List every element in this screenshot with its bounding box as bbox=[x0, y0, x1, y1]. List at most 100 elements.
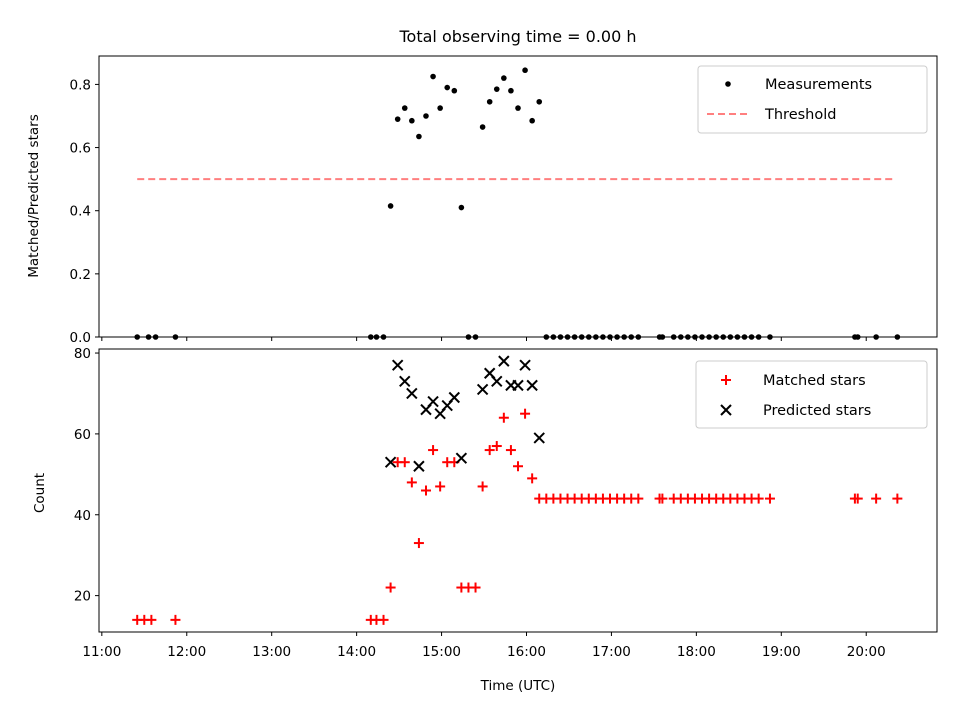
measurement-point bbox=[444, 84, 451, 91]
predicted-star-marker bbox=[384, 456, 397, 468]
predicted-star-marker bbox=[498, 355, 510, 367]
legend-label: Measurements bbox=[765, 77, 872, 93]
matched-star-marker bbox=[721, 375, 731, 385]
top-panel: Total observing time = 0.00 h Matched/Pr… bbox=[26, 27, 938, 346]
matched-star-marker bbox=[491, 441, 502, 452]
measurement-point bbox=[522, 67, 528, 74]
matched-star-marker bbox=[764, 493, 775, 504]
predicted-star-marker bbox=[512, 379, 524, 392]
marker-stroke bbox=[519, 359, 531, 371]
y-tick-label: 60 bbox=[74, 427, 91, 443]
measurement-point bbox=[387, 203, 394, 209]
x-tick-label: 16:00 bbox=[507, 644, 546, 660]
x-axis-label: Time (UTC) bbox=[480, 678, 556, 694]
x-tick-label: 14:00 bbox=[337, 644, 376, 660]
measurement-point bbox=[451, 87, 458, 94]
marker-stroke bbox=[526, 379, 538, 392]
plot-area bbox=[132, 355, 903, 625]
measurement-point bbox=[515, 105, 521, 111]
x-tick-label: 20:00 bbox=[847, 644, 886, 660]
y-tick-label: 80 bbox=[74, 346, 91, 362]
y-ticks: 0.0 0.2 0.4 0.6 0.8 bbox=[70, 77, 867, 346]
measurement-point bbox=[493, 86, 500, 92]
matched-star-marker bbox=[633, 493, 644, 504]
marker-stroke bbox=[491, 375, 503, 388]
x-tick-label: 19:00 bbox=[762, 644, 801, 660]
measurement-point bbox=[409, 117, 415, 124]
matched-star-marker bbox=[420, 485, 431, 496]
x-tick-label: 13:00 bbox=[252, 644, 291, 660]
measurement-point bbox=[416, 133, 422, 140]
measurement-point bbox=[401, 105, 408, 111]
marker-stroke bbox=[406, 387, 418, 400]
matched-star-marker bbox=[385, 582, 396, 593]
measurement-point bbox=[479, 124, 486, 130]
predicted-star-marker bbox=[391, 359, 404, 371]
measurement-point bbox=[430, 73, 436, 80]
matched-star-marker bbox=[520, 408, 531, 419]
legend: Matched stars Predicted stars bbox=[695, 360, 928, 429]
x-tick-label: 11:00 bbox=[82, 644, 121, 660]
legend: Measurements Threshold bbox=[697, 65, 928, 134]
marker-stroke bbox=[399, 375, 411, 388]
matched-star-marker bbox=[413, 538, 424, 549]
predicted-star-marker bbox=[448, 391, 461, 404]
y-tick-label: 0.2 bbox=[70, 267, 91, 283]
matched-star-marker bbox=[146, 614, 157, 625]
marker-stroke bbox=[483, 367, 496, 379]
matched-star-marker bbox=[484, 445, 495, 456]
measurement-point bbox=[529, 117, 535, 124]
predicted-star-marker bbox=[720, 404, 732, 416]
predicted-star-marker bbox=[455, 452, 468, 464]
marker-stroke bbox=[384, 456, 397, 468]
matched-star-marker bbox=[527, 473, 538, 484]
predicted-star-marker bbox=[406, 387, 418, 400]
marker-stroke bbox=[413, 460, 425, 472]
marker-stroke bbox=[720, 404, 732, 416]
measurement-point bbox=[508, 87, 514, 94]
axes-frame bbox=[98, 55, 938, 338]
measurement-point bbox=[394, 116, 401, 122]
matched-star-marker bbox=[428, 445, 439, 456]
bottom-panel: Count Time (UTC) 20 40 60 80 11:00 12:00 13:00… bbox=[32, 346, 938, 694]
x-tick-label: 12:00 bbox=[167, 644, 206, 660]
marker-stroke bbox=[391, 359, 404, 371]
predicted-star-marker bbox=[476, 383, 489, 396]
matched-star-marker bbox=[477, 481, 488, 492]
matched-star-marker bbox=[513, 461, 523, 472]
measurement-point bbox=[486, 98, 493, 105]
marker-stroke bbox=[455, 452, 468, 464]
predicted-star-marker bbox=[526, 379, 538, 392]
legend-label: Matched stars bbox=[763, 373, 866, 389]
y-axis-label: Count bbox=[32, 473, 48, 513]
marker-stroke bbox=[512, 379, 524, 392]
matched-star-marker bbox=[399, 457, 410, 468]
y-tick-label: 0.8 bbox=[70, 77, 91, 93]
marker-stroke bbox=[427, 395, 439, 408]
predicted-star-marker bbox=[491, 375, 503, 388]
legend-label: Threshold bbox=[764, 107, 836, 123]
matched-star-marker bbox=[657, 493, 668, 504]
matched-star-marker bbox=[470, 582, 481, 593]
y-tick-label: 0.0 bbox=[70, 330, 91, 346]
matched-star-marker bbox=[753, 493, 764, 504]
measurement-point bbox=[458, 204, 465, 211]
chart-title: Total observing time = 0.00 h bbox=[398, 27, 636, 46]
axis-ticks: 20 40 60 80 11:00 12:00 13:00 14:00 15:00 16:00 17… bbox=[74, 346, 886, 660]
predicted-star-marker bbox=[413, 460, 425, 472]
measurement-point bbox=[536, 98, 543, 105]
legend-measurement-swatch bbox=[725, 81, 731, 87]
marker-stroke bbox=[476, 383, 489, 396]
legend-frame bbox=[695, 360, 928, 429]
legend-label: Predicted stars bbox=[763, 403, 871, 419]
y-tick-label: 0.4 bbox=[70, 204, 91, 220]
predicted-star-marker bbox=[427, 395, 439, 408]
matched-star-marker bbox=[170, 614, 181, 625]
y-tick-label: 40 bbox=[74, 508, 91, 524]
x-tick-label: 18:00 bbox=[677, 644, 716, 660]
measurement-point bbox=[437, 105, 443, 111]
predicted-star-marker bbox=[533, 432, 545, 444]
matched-star-marker bbox=[505, 445, 516, 456]
axes-frame bbox=[98, 348, 938, 633]
